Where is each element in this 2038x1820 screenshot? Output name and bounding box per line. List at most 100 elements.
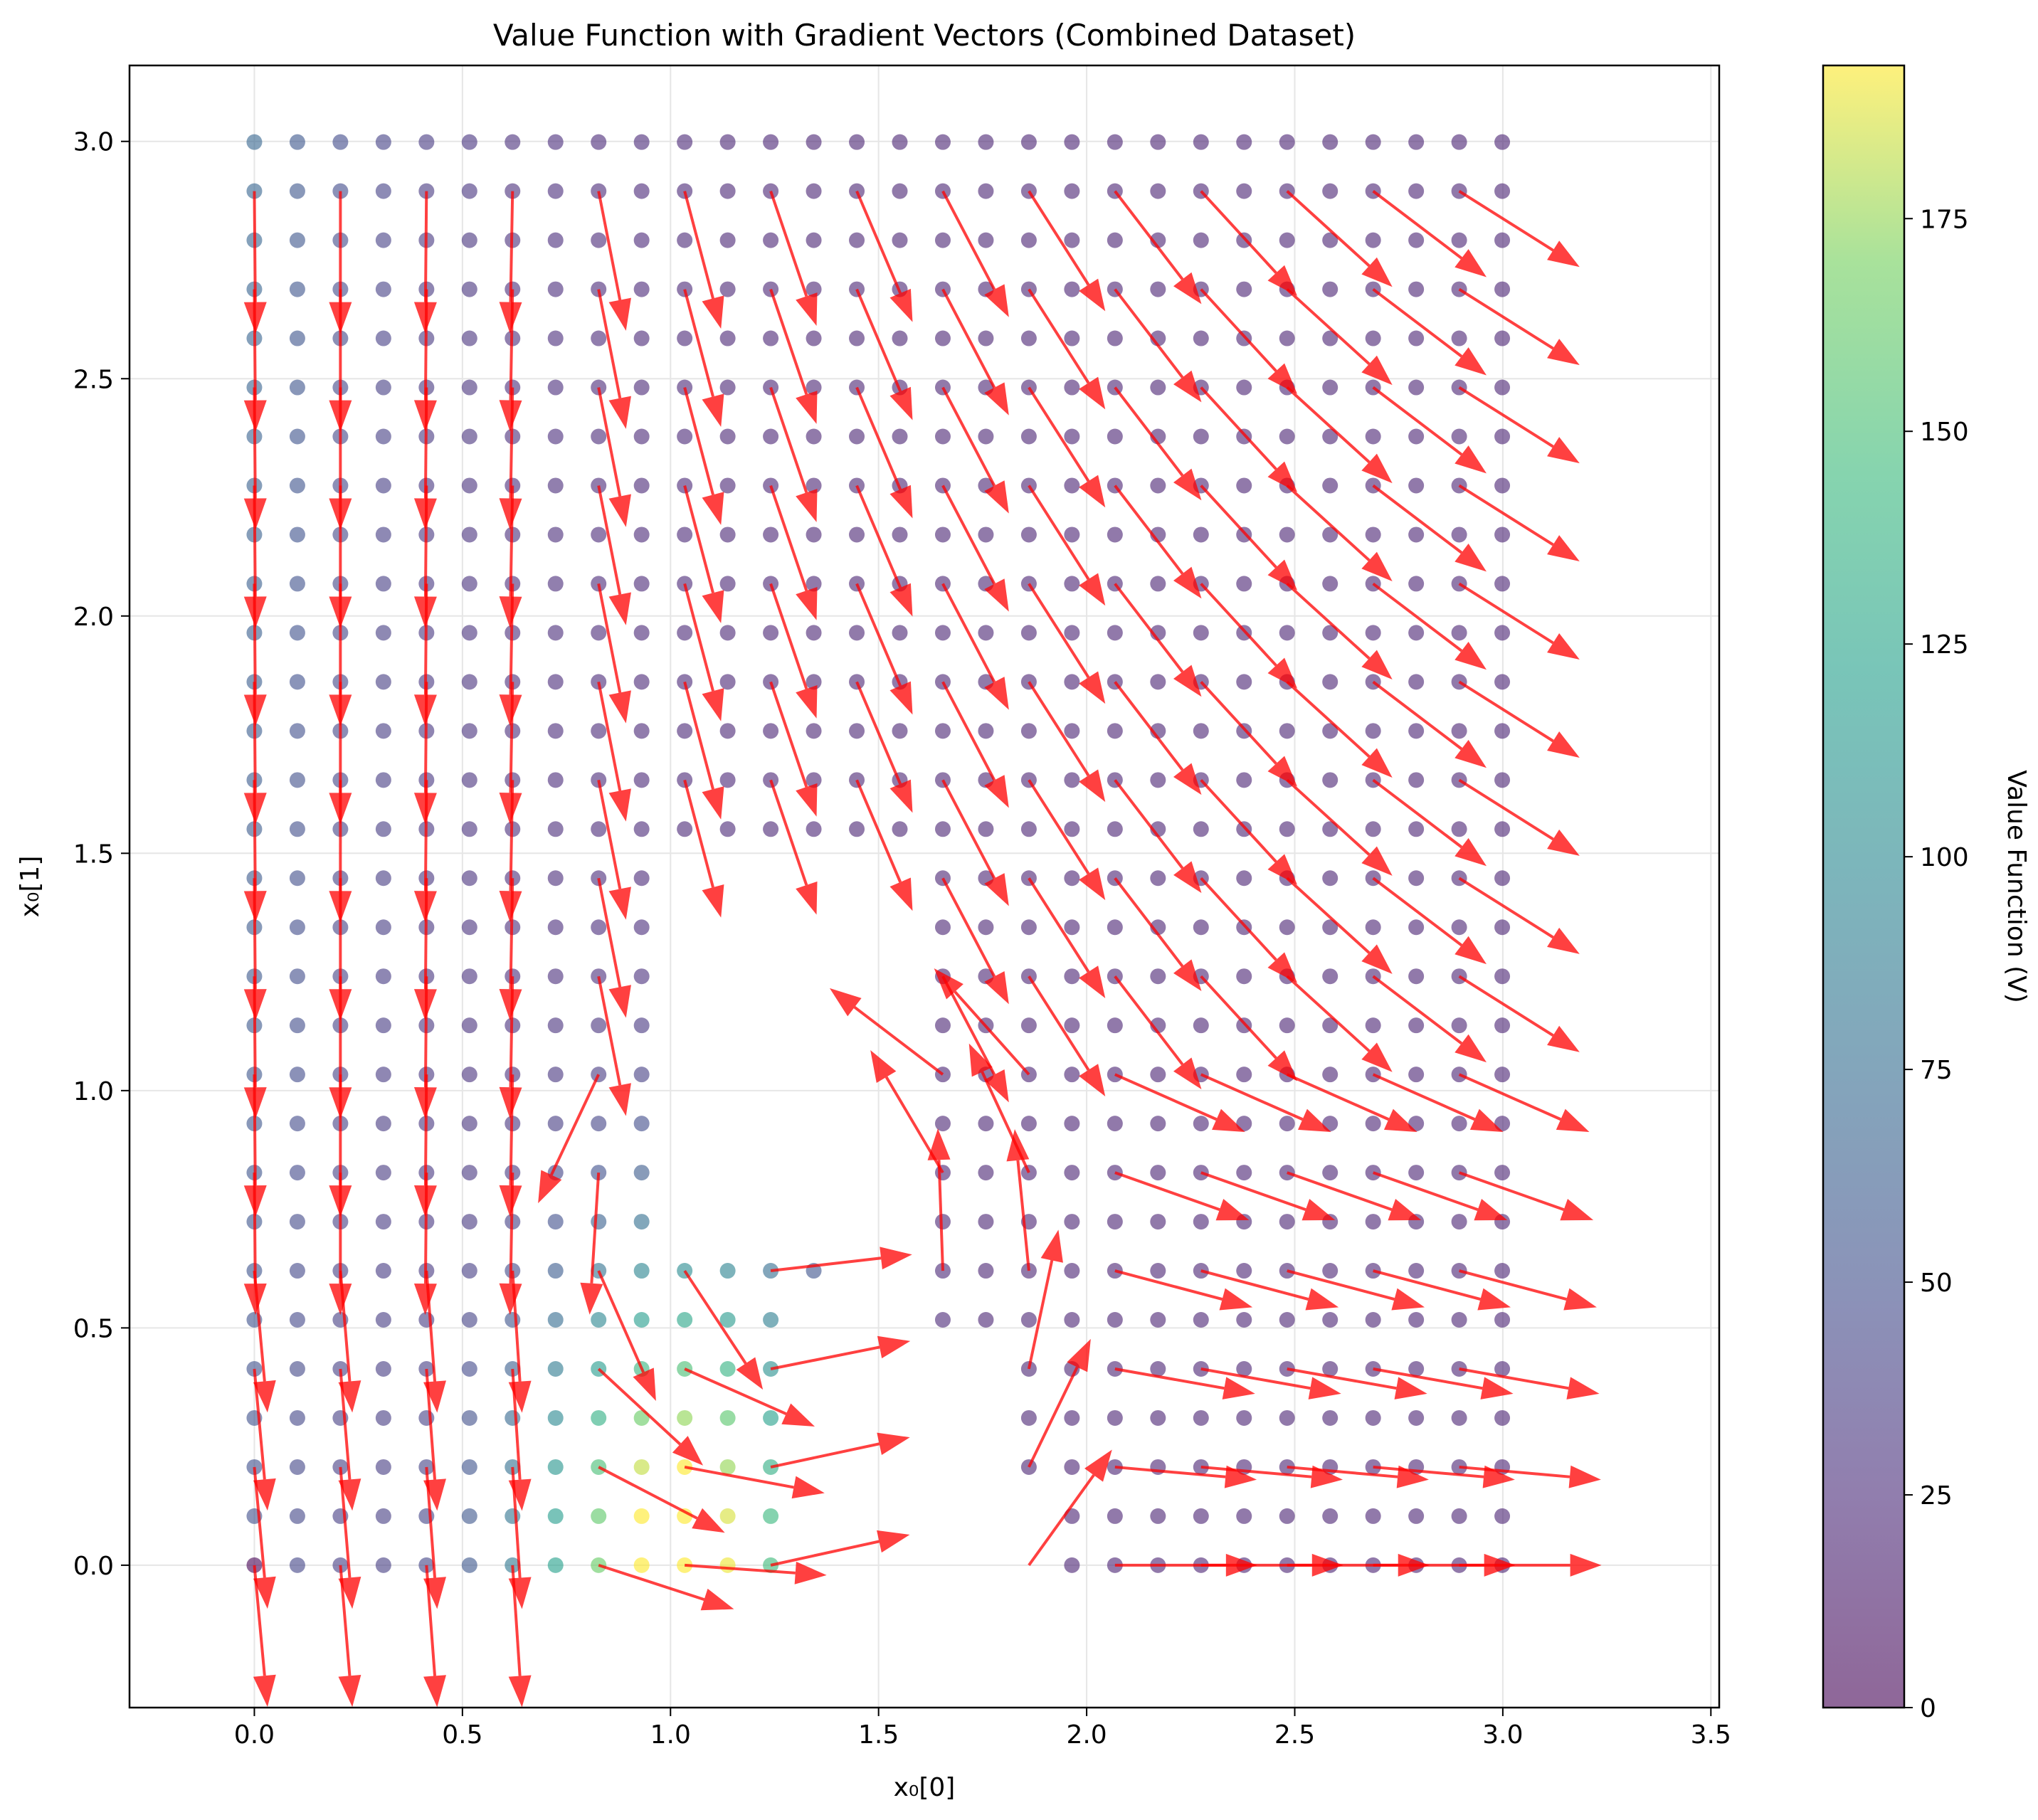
gradient-arrow-shaft bbox=[937, 1160, 944, 1271]
data-point bbox=[719, 1508, 736, 1524]
data-point bbox=[1494, 330, 1511, 346]
gradient-arrow-head bbox=[984, 480, 1009, 514]
gradient-arrow-head bbox=[499, 1283, 522, 1316]
gradient-arrow-shaft bbox=[1200, 877, 1277, 961]
gradient-arrow-shaft bbox=[941, 386, 996, 487]
gradient-arrow-shaft bbox=[1200, 288, 1277, 372]
gradient-arrow-shaft bbox=[855, 288, 902, 392]
gradient-arrow-head bbox=[736, 1357, 764, 1390]
data-point bbox=[934, 134, 951, 150]
data-point bbox=[547, 870, 564, 887]
data-point bbox=[633, 1067, 650, 1083]
gradient-arrow-head bbox=[1391, 1288, 1425, 1311]
gradient-arrow-head bbox=[1006, 1129, 1030, 1162]
gradient-arrow-head bbox=[1570, 1553, 1602, 1577]
gradient-arrow-head bbox=[1361, 1042, 1393, 1072]
data-point bbox=[375, 1116, 391, 1132]
gradient-arrow-shaft bbox=[941, 779, 996, 879]
data-point bbox=[375, 1459, 391, 1475]
data-point bbox=[332, 134, 349, 150]
data-point bbox=[1279, 134, 1295, 150]
data-point bbox=[289, 674, 305, 690]
gradient-arrow-shaft bbox=[1200, 1269, 1309, 1301]
gradient-arrow-shaft bbox=[684, 1367, 787, 1415]
gradient-arrow-head bbox=[413, 1185, 437, 1217]
data-point bbox=[375, 527, 391, 543]
data-point bbox=[1020, 919, 1037, 936]
data-point bbox=[1064, 870, 1080, 887]
data-point bbox=[1494, 1508, 1511, 1524]
data-point bbox=[289, 330, 305, 346]
gradient-arrow-head bbox=[538, 1170, 562, 1204]
data-point bbox=[633, 330, 650, 346]
gradient-arrow-head bbox=[1394, 1377, 1427, 1400]
data-point bbox=[1064, 527, 1080, 543]
gradient-arrow-shaft bbox=[1114, 779, 1184, 869]
gradient-arrow-shaft bbox=[1028, 681, 1090, 777]
data-point bbox=[719, 772, 736, 788]
gradient-arrow-shaft bbox=[1114, 386, 1184, 477]
data-point bbox=[461, 1214, 477, 1230]
gradient-arrow-head bbox=[1361, 551, 1393, 582]
gradient-arrow-shaft bbox=[1286, 288, 1371, 366]
data-point bbox=[719, 527, 736, 543]
data-point bbox=[719, 232, 736, 248]
data-point bbox=[1451, 821, 1467, 837]
gradient-arrow-head bbox=[796, 391, 818, 424]
gradient-arrow-head bbox=[880, 1247, 912, 1270]
data-point bbox=[1279, 232, 1295, 248]
data-point bbox=[1064, 723, 1080, 739]
gradient-arrow-head bbox=[1547, 1025, 1580, 1052]
gradient-arrow-shaft bbox=[1286, 484, 1371, 561]
data-point bbox=[763, 625, 779, 641]
gradient-arrow-head bbox=[329, 302, 352, 334]
gradient-arrow-head bbox=[702, 884, 724, 918]
data-point bbox=[1494, 723, 1511, 739]
data-point bbox=[892, 723, 908, 739]
data-point bbox=[806, 821, 822, 837]
data-point bbox=[1236, 1409, 1252, 1426]
data-point bbox=[633, 428, 650, 445]
data-point bbox=[849, 625, 865, 641]
gradient-arrow-shaft bbox=[597, 1270, 645, 1373]
data-point bbox=[1408, 1263, 1425, 1279]
gradient-arrow-head bbox=[499, 400, 522, 432]
data-point bbox=[1236, 1312, 1252, 1328]
data-point bbox=[591, 919, 607, 936]
data-point bbox=[1236, 477, 1252, 494]
gradient-arrow-head bbox=[1212, 1109, 1245, 1133]
gradient-arrow-shaft bbox=[597, 583, 622, 693]
data-point bbox=[1494, 183, 1511, 199]
data-point bbox=[806, 428, 822, 445]
gradient-arrow-head bbox=[1297, 1109, 1331, 1133]
data-point bbox=[375, 576, 391, 592]
data-point bbox=[1408, 330, 1425, 346]
data-point bbox=[418, 134, 435, 150]
gradient-arrow-shaft bbox=[683, 191, 714, 299]
data-point bbox=[1322, 330, 1339, 346]
colorbar-tick-label: 100 bbox=[1920, 843, 1969, 872]
gradient-arrow-head bbox=[1084, 1449, 1112, 1482]
data-point bbox=[1408, 428, 1425, 445]
data-point bbox=[1107, 527, 1123, 543]
colorbar-tick-label: 175 bbox=[1920, 205, 1969, 234]
data-point bbox=[1494, 1360, 1511, 1377]
data-point bbox=[1150, 1312, 1166, 1328]
data-point bbox=[763, 428, 779, 445]
data-point bbox=[547, 1508, 564, 1524]
data-point bbox=[1494, 1263, 1511, 1279]
gradient-arrow-shaft bbox=[597, 779, 622, 889]
gradient-arrow-head bbox=[413, 989, 437, 1021]
gradient-arrow-shaft bbox=[1114, 681, 1184, 771]
gradient-arrow-shaft bbox=[1287, 1465, 1398, 1478]
data-point bbox=[719, 723, 736, 739]
gradient-arrow-shaft bbox=[253, 191, 257, 302]
data-point bbox=[375, 477, 391, 494]
gradient-arrow-head bbox=[508, 1380, 532, 1413]
gradient-arrow-shaft bbox=[683, 485, 714, 593]
gradient-arrow-shaft bbox=[1458, 386, 1554, 448]
data-point bbox=[1279, 527, 1295, 543]
gradient-arrow-shaft bbox=[1459, 1269, 1567, 1301]
gradient-arrow-head bbox=[702, 295, 724, 329]
gradient-arrow-shaft bbox=[855, 190, 902, 294]
